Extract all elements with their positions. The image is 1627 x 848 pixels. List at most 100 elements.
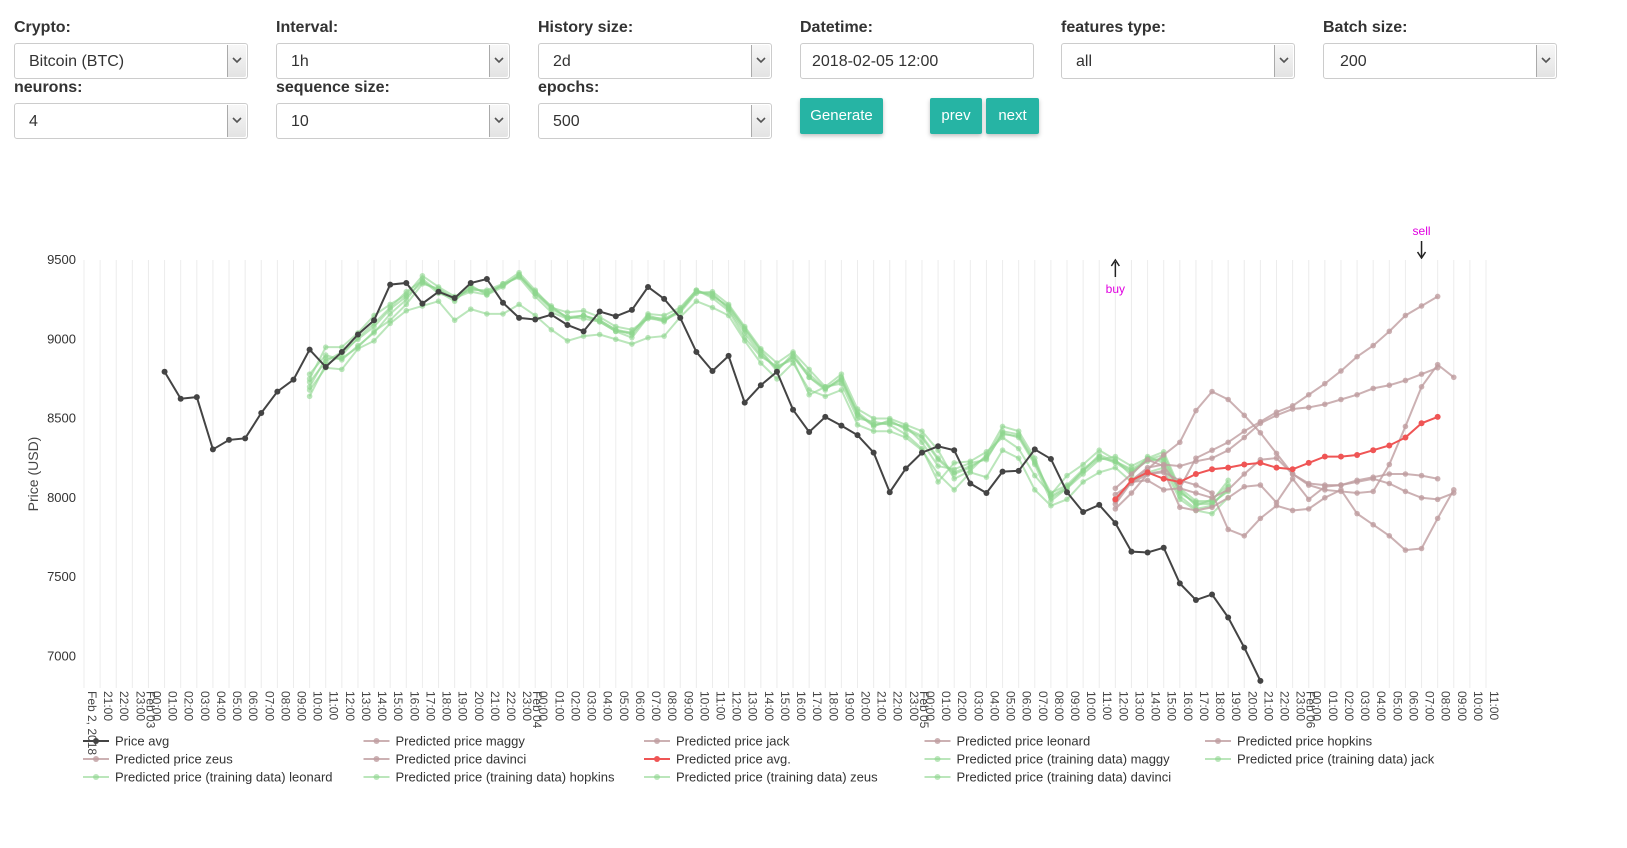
data-point bbox=[435, 288, 442, 295]
chevron-down-icon[interactable] bbox=[1274, 45, 1293, 77]
data-point bbox=[1112, 496, 1119, 503]
chevron-down-icon[interactable] bbox=[489, 45, 508, 77]
data-point bbox=[1370, 521, 1376, 528]
data-point bbox=[1176, 478, 1183, 485]
legend-item: Price avg bbox=[115, 734, 169, 749]
prev-button[interactable]: prev bbox=[930, 98, 982, 134]
data-point bbox=[1160, 461, 1167, 468]
data-point bbox=[1322, 494, 1328, 501]
data-point bbox=[1192, 471, 1199, 477]
x-tick-label: 07:00 bbox=[1036, 691, 1050, 721]
data-point bbox=[1112, 506, 1119, 512]
history-size-select[interactable]: 2d bbox=[538, 43, 772, 79]
sell-arrow-head bbox=[1416, 251, 1427, 260]
data-point bbox=[612, 313, 619, 320]
data-point bbox=[838, 371, 845, 377]
data-point bbox=[1144, 549, 1151, 556]
data-point bbox=[580, 328, 587, 335]
data-point bbox=[1289, 471, 1296, 477]
data-point bbox=[1386, 442, 1393, 449]
data-point bbox=[419, 300, 426, 307]
neurons-select[interactable]: 4 bbox=[14, 103, 248, 139]
data-point bbox=[1209, 490, 1215, 496]
data-point bbox=[1193, 458, 1199, 465]
legend-swatch-dot bbox=[654, 774, 660, 780]
data-point bbox=[387, 301, 393, 308]
data-point bbox=[226, 436, 233, 443]
chevron-down-icon[interactable] bbox=[751, 105, 770, 137]
batch-size-select[interactable]: 200 bbox=[1323, 43, 1557, 79]
data-point bbox=[355, 336, 361, 343]
epochs-select[interactable]: 500 bbox=[538, 103, 772, 139]
x-tick-label: 18:00 bbox=[440, 691, 454, 721]
data-point bbox=[919, 428, 925, 434]
data-point bbox=[1257, 420, 1264, 427]
data-point bbox=[693, 348, 700, 355]
features-type-value: all bbox=[1076, 53, 1093, 70]
x-tick-label: 08:00 bbox=[278, 691, 292, 721]
x-tick-label: 18:00 bbox=[1213, 691, 1227, 721]
features-type-select[interactable]: all bbox=[1061, 43, 1295, 79]
batch-size-label: Batch size: bbox=[1323, 19, 1408, 36]
data-point bbox=[935, 463, 941, 469]
data-point bbox=[1209, 591, 1216, 598]
data-point bbox=[725, 352, 732, 359]
data-point bbox=[1386, 480, 1393, 487]
data-point bbox=[1402, 312, 1409, 319]
data-point bbox=[1354, 391, 1360, 398]
data-point bbox=[951, 447, 958, 454]
data-point bbox=[1112, 464, 1119, 471]
y-tick-label: 7000 bbox=[47, 648, 76, 663]
crypto-select[interactable]: Bitcoin (BTC) bbox=[14, 43, 248, 79]
data-point bbox=[1241, 434, 1248, 441]
chevron-down-icon[interactable] bbox=[489, 105, 508, 137]
data-point bbox=[1177, 485, 1183, 492]
data-point bbox=[1386, 533, 1393, 539]
data-point bbox=[661, 295, 668, 302]
x-tick-label: 01:00 bbox=[552, 691, 566, 721]
datetime-input[interactable]: 2018-02-05 12:00 bbox=[800, 43, 1034, 79]
data-point bbox=[774, 360, 780, 366]
data-point bbox=[822, 413, 829, 420]
chevron-down-icon[interactable] bbox=[227, 45, 246, 77]
data-point bbox=[1273, 412, 1280, 419]
data-point bbox=[1015, 445, 1022, 452]
generate-button[interactable]: Generate bbox=[800, 98, 883, 134]
data-point bbox=[629, 326, 635, 333]
data-point bbox=[983, 490, 990, 497]
next-button[interactable]: next bbox=[986, 98, 1039, 134]
data-point bbox=[1144, 456, 1151, 463]
data-point bbox=[1225, 494, 1231, 501]
x-tick-label: 00:00 bbox=[1310, 691, 1324, 721]
x-tick-label: 02:00 bbox=[568, 691, 582, 721]
chevron-down-icon[interactable] bbox=[227, 105, 246, 137]
y-tick-label: 8000 bbox=[47, 490, 76, 505]
x-tick-label: 13:00 bbox=[359, 691, 373, 721]
x-tick-label: 19:00 bbox=[1229, 691, 1243, 721]
data-point bbox=[435, 298, 442, 305]
data-point bbox=[999, 447, 1006, 454]
x-tick-label: 19:00 bbox=[842, 691, 856, 721]
chevron-down-icon[interactable] bbox=[1536, 45, 1555, 77]
y-tick-label: 8500 bbox=[47, 411, 76, 426]
data-point bbox=[903, 434, 909, 441]
data-point bbox=[564, 314, 571, 320]
data-point bbox=[564, 338, 571, 344]
chevron-down-icon[interactable] bbox=[751, 45, 770, 77]
x-tick-label: 10:00 bbox=[1084, 691, 1098, 721]
data-point bbox=[516, 301, 522, 308]
sequence-size-select[interactable]: 10 bbox=[276, 103, 510, 139]
data-point bbox=[1160, 475, 1167, 482]
data-point bbox=[1128, 471, 1135, 477]
data-point bbox=[1241, 412, 1248, 419]
data-point bbox=[1370, 342, 1376, 349]
y-tick-label: 9000 bbox=[47, 331, 76, 346]
x-tick-label: 05:00 bbox=[1390, 691, 1404, 721]
data-point bbox=[661, 315, 667, 322]
interval-select[interactable]: 1h bbox=[276, 43, 510, 79]
x-tick-label: 04:00 bbox=[987, 691, 1001, 721]
legend-swatch-dot bbox=[934, 756, 941, 762]
sequence-size-field: sequence size: 10 bbox=[276, 78, 510, 139]
data-point bbox=[1354, 477, 1360, 484]
data-point bbox=[1305, 459, 1312, 466]
